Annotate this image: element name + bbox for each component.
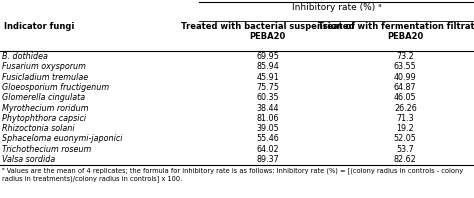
Text: Fusarium oxysporum: Fusarium oxysporum	[2, 62, 86, 71]
Text: Gloeosporium fructigenum: Gloeosporium fructigenum	[2, 83, 109, 92]
Text: Sphaceloma euonymi-japonici: Sphaceloma euonymi-japonici	[2, 134, 123, 144]
Text: ᵃ Values are the mean of 4 replicates; the formula for inhibitory rate is as fol: ᵃ Values are the mean of 4 replicates; t…	[2, 168, 464, 182]
Text: 19.2: 19.2	[396, 124, 414, 133]
Text: 69.95: 69.95	[256, 52, 279, 61]
Text: 40.99: 40.99	[394, 73, 417, 82]
Text: 53.7: 53.7	[396, 145, 414, 154]
Text: 60.35: 60.35	[256, 93, 279, 102]
Text: 64.87: 64.87	[394, 83, 417, 92]
Text: Phytophthora capsici: Phytophthora capsici	[2, 114, 86, 123]
Text: Indicator fungi: Indicator fungi	[4, 22, 74, 31]
Text: Fusicladium tremulae: Fusicladium tremulae	[2, 73, 89, 82]
Text: Myrothecium roridum: Myrothecium roridum	[2, 104, 89, 113]
Text: Glomerella cingulata: Glomerella cingulata	[2, 93, 85, 102]
Text: 71.3: 71.3	[396, 114, 414, 123]
Text: 39.05: 39.05	[256, 124, 279, 133]
Text: 63.55: 63.55	[394, 62, 417, 71]
Text: 52.05: 52.05	[394, 134, 417, 144]
Text: B. dothidea: B. dothidea	[2, 52, 48, 61]
Text: 26.26: 26.26	[394, 104, 417, 113]
Text: 82.62: 82.62	[394, 155, 417, 164]
Text: 85.94: 85.94	[256, 62, 279, 71]
Text: 73.2: 73.2	[396, 52, 414, 61]
Text: Valsa sordida: Valsa sordida	[2, 155, 55, 164]
Text: 64.02: 64.02	[256, 145, 279, 154]
Text: 38.44: 38.44	[256, 104, 279, 113]
Text: Inhibitory rate (%) ᵃ: Inhibitory rate (%) ᵃ	[292, 3, 382, 12]
Text: Treated with bacterial suspension of
PEBA20: Treated with bacterial suspension of PEB…	[181, 22, 355, 41]
Text: Treated with fermentation filtrate of
PEBA20: Treated with fermentation filtrate of PE…	[318, 22, 474, 41]
Text: 75.75: 75.75	[256, 83, 279, 92]
Text: 45.91: 45.91	[256, 73, 279, 82]
Text: Trichothecium roseum: Trichothecium roseum	[2, 145, 91, 154]
Text: 55.46: 55.46	[256, 134, 279, 144]
Text: 46.05: 46.05	[394, 93, 417, 102]
Text: 89.37: 89.37	[256, 155, 279, 164]
Text: Rhizoctonia solani: Rhizoctonia solani	[2, 124, 75, 133]
Text: 81.06: 81.06	[256, 114, 279, 123]
